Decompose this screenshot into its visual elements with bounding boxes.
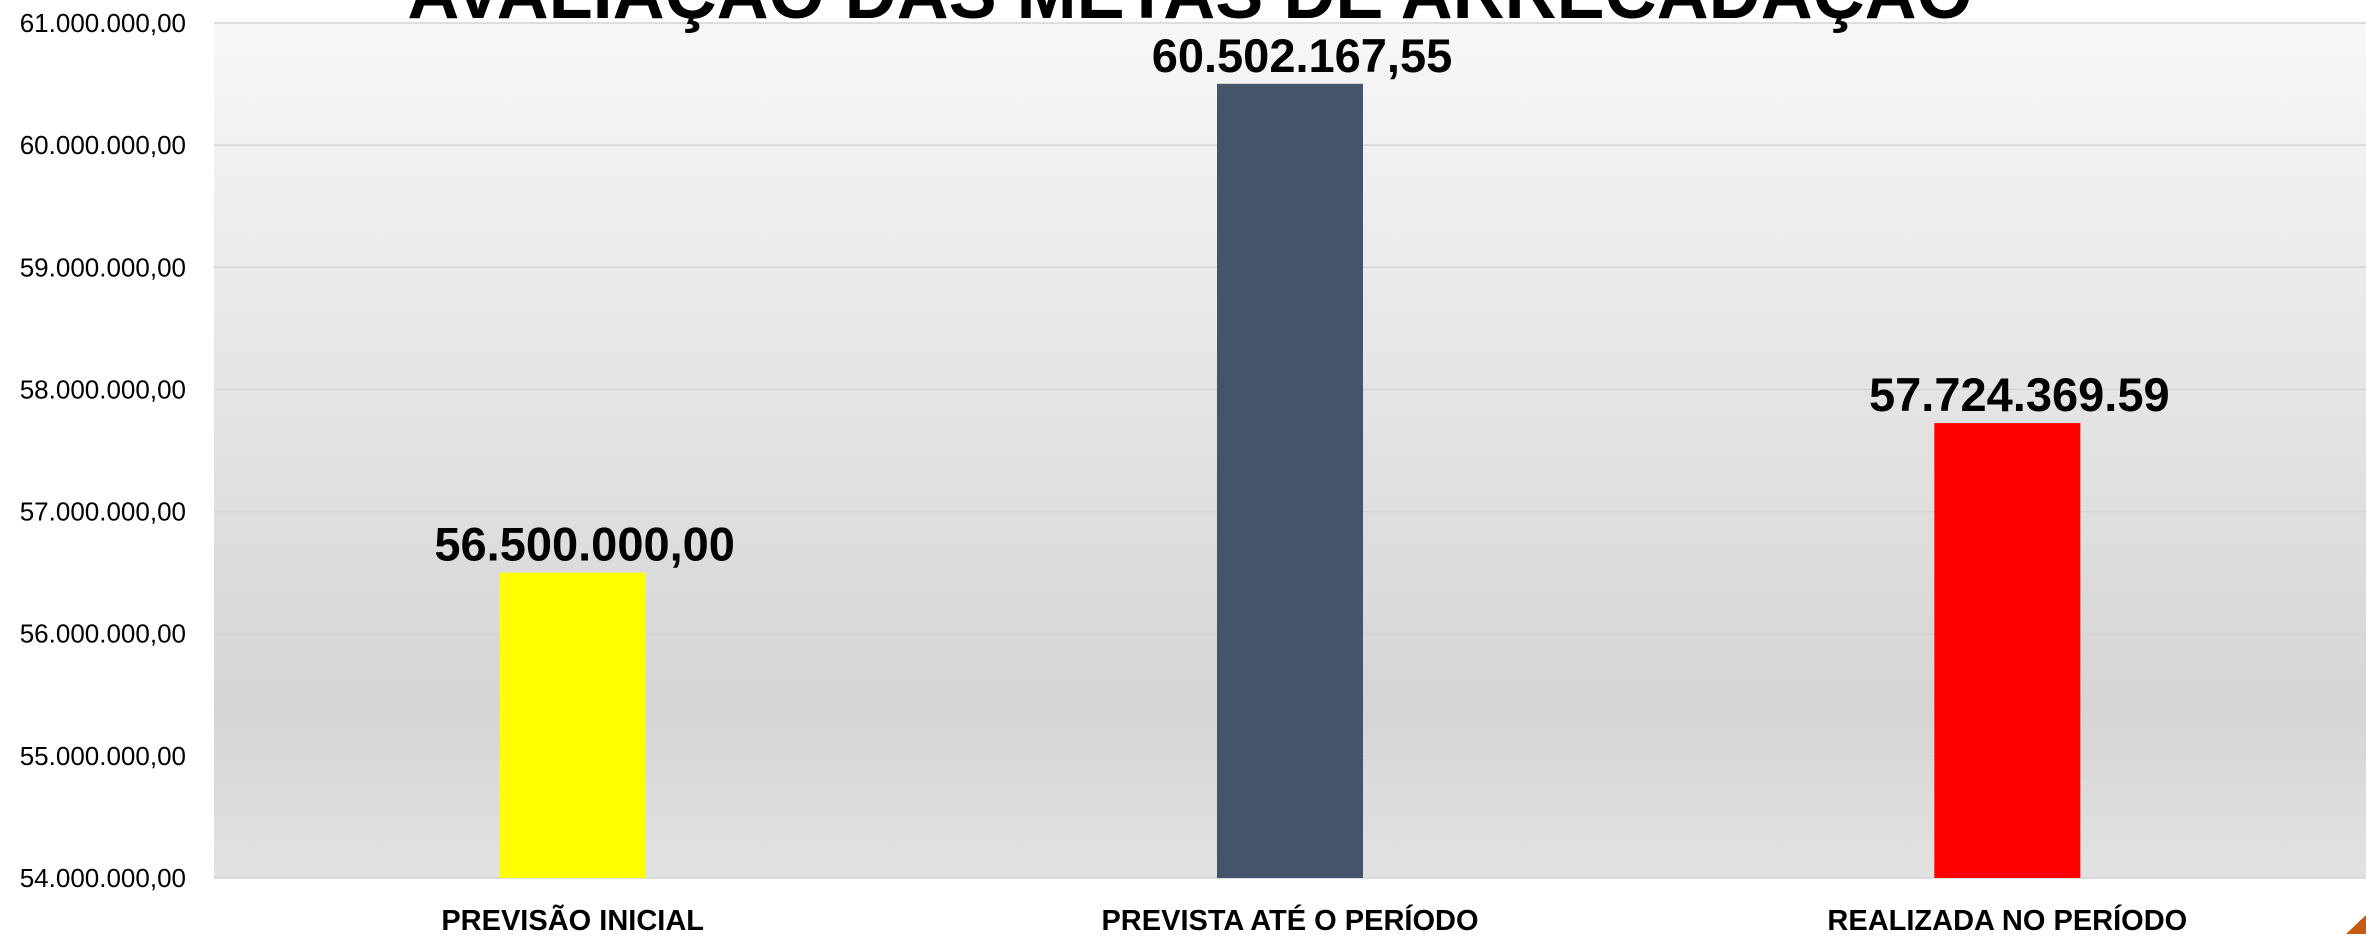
bar <box>1934 423 2081 878</box>
x-category-label: REALIZADA NO PERÍODO <box>1827 903 2187 934</box>
x-axis-category-labels: PREVISÃO INICIAL PREVISTA ATÉ O PERÍODO RE… <box>441 903 2187 937</box>
y-tick-label: 57.000.000,00 <box>20 497 186 527</box>
y-tick-label: 55.000.000,00 <box>20 741 186 771</box>
chart-title: AVALIAÇÃO DAS METAS DE ARRECADAÇÃO <box>407 0 1972 34</box>
y-axis-tick-labels: 54.000.000,00 55.000.000,00 56.000.000,00 5… <box>20 8 186 893</box>
data-label: 57.724.369.59 <box>1869 368 2170 421</box>
y-tick-label: 56.000.000,00 <box>20 619 186 649</box>
data-labels: 56.500.000,00 60.502.167,55 57.724.369.59 <box>434 29 2169 571</box>
x-category-label: PREVISTA ATÉ O PERÍODO <box>1101 903 1478 934</box>
y-tick-label: 59.000.000,00 <box>20 252 186 282</box>
bars <box>499 83 2081 878</box>
corner-arrow-icon <box>2346 915 2366 934</box>
bar <box>1217 83 1363 878</box>
y-tick-label: 61.000.000,00 <box>20 8 186 38</box>
data-label: 60.502.167,55 <box>1152 29 1453 82</box>
y-tick-label: 60.000.000,00 <box>20 130 186 160</box>
y-tick-label: 54.000.000,00 <box>20 863 186 893</box>
data-label: 56.500.000,00 <box>434 518 735 571</box>
bar <box>499 572 646 878</box>
x-category-label: PREVISÃO INICIAL <box>441 903 704 934</box>
y-tick-label: 58.000.000,00 <box>20 374 186 404</box>
